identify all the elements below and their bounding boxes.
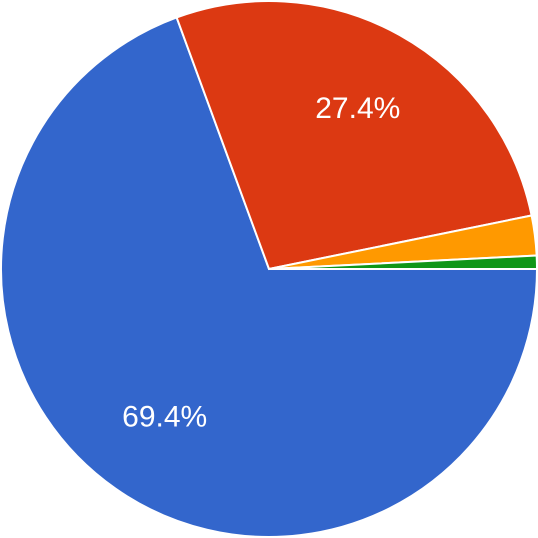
- pie-slice: [0, 16, 538, 538]
- slice-label: 27.4%: [315, 92, 400, 125]
- slice-label: 69.4%: [122, 400, 207, 433]
- pie-slice: [268, 254, 538, 270]
- pie-slice: [175, 0, 533, 271]
